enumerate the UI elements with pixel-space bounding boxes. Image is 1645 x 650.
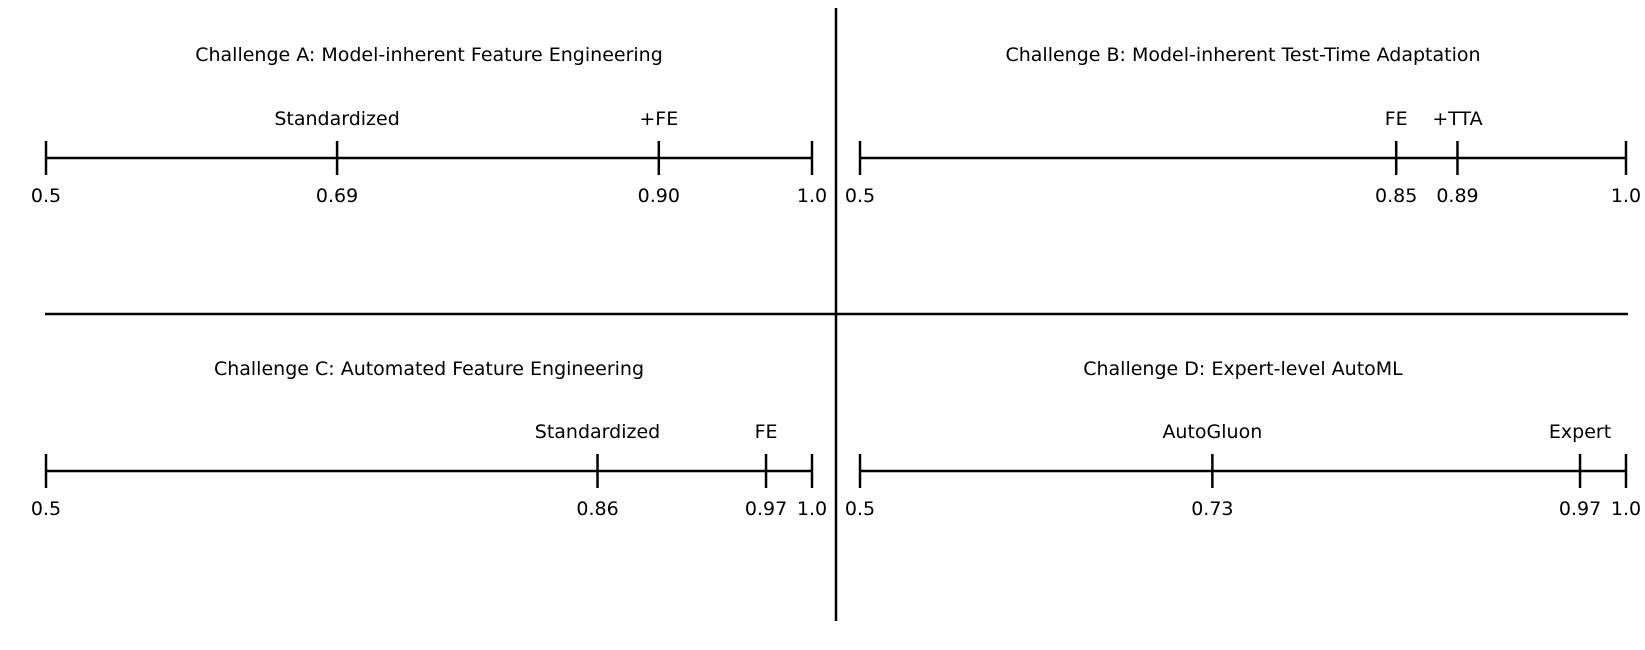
panel-challenge-a: Challenge A: Model-inherent Feature Engi… xyxy=(31,44,827,207)
marker-label: Standardized xyxy=(274,108,399,130)
panel-title: Challenge A: Model-inherent Feature Engi… xyxy=(195,44,663,66)
axis-max-label: 1.0 xyxy=(1611,498,1641,520)
axis-min-label: 0.5 xyxy=(845,498,875,520)
marker-value-label: 0.90 xyxy=(638,185,680,207)
panel-title: Challenge B: Model-inherent Test-Time Ad… xyxy=(1005,44,1480,66)
marker-value-label: 0.97 xyxy=(745,498,787,520)
panel-title: Challenge C: Automated Feature Engineeri… xyxy=(214,358,644,380)
axis-min-label: 0.5 xyxy=(31,185,61,207)
marker-value-label: 0.86 xyxy=(576,498,618,520)
panel-challenge-d: Challenge D: Expert-level AutoML 0.5 1.0 Au… xyxy=(845,358,1641,520)
marker-label: FE xyxy=(1385,108,1408,130)
panel-challenge-b: Challenge B: Model-inherent Test-Time Ad… xyxy=(845,44,1641,207)
panel-title: Challenge D: Expert-level AutoML xyxy=(1083,358,1403,380)
axis-max-label: 1.0 xyxy=(797,185,827,207)
axis-max-label: 1.0 xyxy=(1611,185,1641,207)
marker-value-label: 0.73 xyxy=(1191,498,1233,520)
marker-value-label: 0.89 xyxy=(1436,185,1478,207)
axis-max-label: 1.0 xyxy=(797,498,827,520)
marker-label: Standardized xyxy=(535,421,660,443)
marker-label: Expert xyxy=(1549,421,1611,443)
axis-min-label: 0.5 xyxy=(845,185,875,207)
marker-value-label: 0.97 xyxy=(1559,498,1601,520)
axis-min-label: 0.5 xyxy=(31,498,61,520)
marker-value-label: 0.69 xyxy=(316,185,358,207)
marker-label: FE xyxy=(755,421,778,443)
marker-label: +FE xyxy=(639,108,678,130)
marker-label: +TTA xyxy=(1432,108,1482,130)
marker-label: AutoGluon xyxy=(1162,421,1262,443)
marker-value-label: 0.85 xyxy=(1375,185,1417,207)
panel-challenge-c: Challenge C: Automated Feature Engineeri… xyxy=(31,358,827,520)
